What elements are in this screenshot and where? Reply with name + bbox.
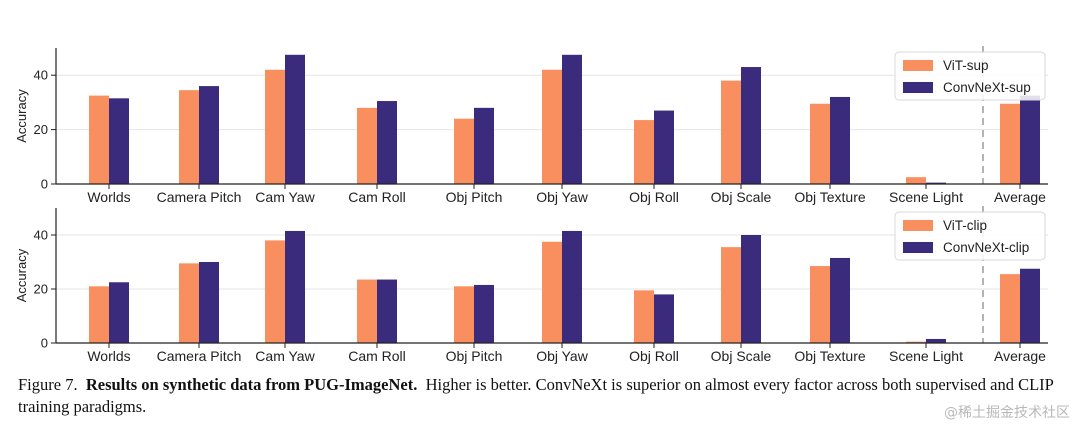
x-tick-label: Average: [994, 189, 1046, 205]
x-tick-label: Worlds: [87, 348, 130, 364]
x-tick-label: Worlds: [87, 189, 130, 205]
bar-vit-sup-scene-light: [906, 177, 926, 184]
bar-convnext-clip-average: [1020, 268, 1040, 343]
bar-vit-clip-cam-roll: [357, 279, 377, 343]
figure: 0 20 40 Accuracy Worlds Camera Pitch Cam Yaw Ca…: [14, 46, 1048, 364]
legend-label: ConvNeXt-clip: [943, 240, 1029, 255]
bar-convnext-sup-cam-yaw: [285, 54, 305, 184]
bar-convnext-clip-obj-texture: [830, 257, 850, 343]
legend-label: ConvNeXt-sup: [943, 80, 1031, 95]
x-tick-label: Cam Roll: [348, 189, 406, 205]
x-tick-label: Obj Yaw: [536, 348, 589, 364]
y-tick-label: 20: [34, 282, 48, 297]
bar-vit-clip-scene-light: [906, 341, 926, 343]
bar-convnext-clip-obj-yaw: [562, 230, 582, 343]
x-tick-label: Obj Scale: [711, 348, 772, 364]
bar-vit-sup-obj-pitch: [454, 118, 474, 184]
bar-vit-sup-average: [1000, 103, 1020, 184]
bar-vit-sup-cam-roll: [357, 107, 377, 184]
x-tick-label: Camera Pitch: [157, 348, 242, 364]
legend-label: ViT-sup: [943, 58, 989, 73]
bar-vit-sup-obj-scale: [721, 80, 741, 184]
x-tick-label: Scene Light: [889, 189, 963, 205]
x-tick-label: Cam Yaw: [255, 348, 315, 364]
bar-convnext-clip-obj-roll: [654, 294, 674, 343]
bar-convnext-clip-cam-roll: [377, 279, 397, 343]
bar-convnext-clip-worlds: [109, 282, 129, 343]
bar-convnext-clip-obj-scale: [741, 235, 761, 343]
bar-convnext-sup-obj-yaw: [562, 54, 582, 184]
bar-vit-sup-obj-texture: [810, 103, 830, 184]
figure-caption: Figure 7. Results on synthetic data from…: [18, 374, 1068, 418]
bar-convnext-sup-cam-roll: [377, 101, 397, 184]
bar-convnext-sup-worlds: [109, 98, 129, 184]
y-tick-label: 0: [41, 177, 48, 192]
bar-convnext-sup-camera-pitch: [199, 86, 219, 184]
x-tick-label: Obj Texture: [794, 348, 866, 364]
x-tick-label: Cam Yaw: [255, 189, 315, 205]
y-tick-label: 20: [34, 122, 48, 137]
caption-text: Higher is better. ConvNeXt is superior o…: [18, 375, 1054, 416]
bar-convnext-clip-camera-pitch: [199, 262, 219, 343]
bar-vit-clip-worlds: [89, 286, 109, 343]
legend-swatch: [903, 60, 933, 71]
bar-vit-clip-obj-yaw: [542, 241, 562, 343]
bar-vit-clip-obj-texture: [810, 266, 830, 343]
x-tick-label: Obj Texture: [794, 189, 866, 205]
bar-convnext-sup-obj-pitch: [474, 107, 494, 184]
x-tick-label: Obj Yaw: [536, 189, 589, 205]
x-tick-label: Average: [994, 348, 1046, 364]
y-tick-label: 40: [34, 68, 48, 83]
bar-convnext-sup-average: [1020, 95, 1040, 184]
x-tick-label: Obj Scale: [711, 189, 772, 205]
legend-swatch: [903, 82, 933, 93]
bar-vit-clip-obj-pitch: [454, 286, 474, 343]
legend-swatch: [903, 242, 933, 253]
x-tick-label: Obj Pitch: [446, 348, 503, 364]
bar-convnext-clip-scene-light: [926, 338, 946, 343]
legend-label: ViT-clip: [943, 218, 987, 233]
top-panel-supervised: 0 20 40 Accuracy Worlds Camera Pitch Cam Yaw Ca…: [14, 46, 1048, 205]
bar-convnext-sup-obj-scale: [741, 67, 761, 184]
bar-vit-sup-camera-pitch: [179, 90, 199, 184]
y-axis-title: Accuracy: [14, 248, 29, 302]
caption-bold-title: Results on synthetic data from PUG-Image…: [85, 375, 418, 394]
bar-convnext-clip-cam-yaw: [285, 230, 305, 343]
bar-convnext-sup-obj-roll: [654, 110, 674, 184]
x-tick-label: Obj Pitch: [446, 189, 503, 205]
bar-vit-sup-cam-yaw: [265, 69, 285, 184]
bar-vit-clip-cam-yaw: [265, 240, 285, 343]
y-tick-label: 40: [34, 228, 48, 243]
bar-convnext-sup-scene-light: [926, 182, 946, 184]
bar-vit-sup-obj-yaw: [542, 69, 562, 184]
legend-swatch: [903, 220, 933, 231]
y-tick-label: 0: [41, 336, 48, 351]
bar-vit-sup-obj-roll: [634, 120, 654, 184]
x-tick-label: Obj Roll: [629, 348, 679, 364]
bottom-panel-clip: 0 20 40 Accuracy Worlds Camera Pitch Cam Yaw Ca…: [14, 206, 1048, 364]
bar-vit-sup-worlds: [89, 95, 109, 184]
watermark: @稀土掘金技术社区: [944, 405, 1070, 421]
bar-convnext-sup-obj-texture: [830, 96, 850, 184]
x-tick-label: Scene Light: [889, 348, 963, 364]
x-tick-label: Camera Pitch: [157, 189, 242, 205]
x-tick-label: Obj Roll: [629, 189, 679, 205]
bar-convnext-clip-obj-pitch: [474, 284, 494, 343]
bar-vit-clip-average: [1000, 274, 1020, 343]
bar-vit-clip-camera-pitch: [179, 263, 199, 343]
caption-figure-number: Figure 7.: [18, 375, 78, 394]
bar-vit-clip-obj-scale: [721, 247, 741, 343]
x-tick-label: Cam Roll: [348, 348, 406, 364]
y-axis-title: Accuracy: [14, 89, 29, 143]
bar-vit-clip-obj-roll: [634, 290, 654, 343]
